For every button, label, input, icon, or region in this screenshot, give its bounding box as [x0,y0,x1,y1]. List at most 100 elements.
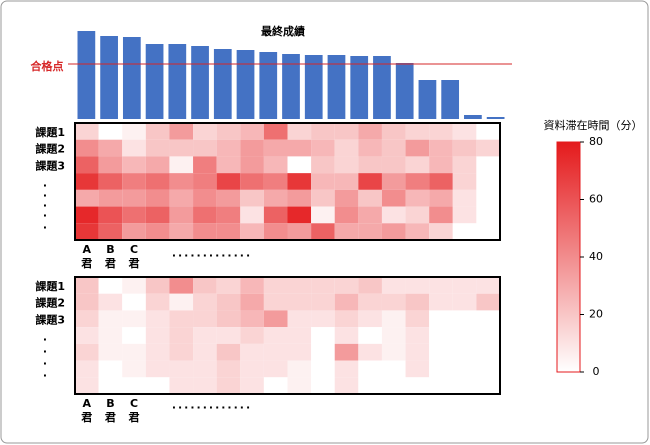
heatmap-cell [358,377,382,394]
heatmap-cell [98,277,123,294]
bar [145,44,164,119]
heatmap-cell [429,139,453,157]
colorbar-tick-label: 60 [589,193,603,206]
heatmap-cell [429,343,453,361]
heatmap-cell [98,343,123,361]
heatmap-cell [122,223,146,240]
heatmap-cell [216,377,241,394]
heatmap-cell [429,189,453,207]
svg-text:·: · [43,209,47,222]
heatmap-cell [381,327,406,344]
heatmap-cell [193,123,217,140]
heatmap-cell [263,310,288,328]
heatmap-cell [334,293,359,311]
heatmap-cell [358,206,382,224]
heatmap-cell [240,327,264,344]
bar [236,50,255,119]
heatmap-cell [122,173,146,190]
heatmap-cell [75,189,99,207]
heatmap-cell [145,360,170,378]
heatmap-cell [334,173,359,190]
heatmap-cell [169,310,194,328]
heatmap-cell [193,139,217,157]
heatmap-cell [452,223,477,240]
heatmap-cell [98,293,123,311]
heatmap-cell [452,173,477,190]
heatmap-cell [145,173,170,190]
heatmap-cell [216,360,241,378]
heatmap-cell [169,360,194,378]
heatmap-cell [263,343,288,361]
heatmap-cell [476,223,500,240]
reference-label: 合格点 [31,59,64,73]
heatmap-cell [381,156,406,174]
heatmap-cell [476,173,500,190]
heatmap-cell [287,327,312,344]
heatmap-cell [169,139,194,157]
heatmap-cell [452,139,477,157]
heatmap-cell [145,293,170,311]
heatmap-cell [334,327,359,344]
heatmap-cell [311,223,335,240]
bar [304,55,323,119]
heatmap-cell [75,277,99,294]
heatmap-cell [145,139,170,157]
colorbar-tick-label: 0 [593,365,600,378]
heatmap-cell [169,293,194,311]
heatmap-cell [263,277,288,294]
heatmap-cell [98,327,123,344]
row-label: 課題3 [35,158,65,172]
heatmap-cell [75,206,99,224]
heatmap-cell [287,223,312,240]
heatmap-cell [75,123,99,140]
heatmap-cell [334,139,359,157]
heatmap-cell [169,206,194,224]
heatmap-cell [145,327,170,344]
heatmap-cell [381,293,406,311]
svg-text:·: · [43,221,47,234]
heatmap-cell [287,173,312,190]
heatmap-cell [240,206,264,224]
heatmap-cell [263,223,288,240]
heatmap-cell [311,123,335,140]
heatmap-cell [122,156,146,174]
heatmap-cell [263,139,288,157]
heatmap-cell [334,360,359,378]
heatmap-cell [311,343,335,361]
heatmap-cell [311,377,335,394]
heatmap-cell [98,206,123,224]
heatmap-cell [476,156,500,174]
heatmap-cell [145,310,170,328]
bar [191,46,209,119]
row-label: 課題3 [35,312,65,326]
heatmap-cell [405,310,430,328]
heatmap-cell [145,377,170,394]
heatmap-cell [476,293,500,311]
row-label: 課題1 [35,125,65,139]
heatmap-cell [476,377,500,394]
heatmap-cell [240,293,264,311]
heatmap-cell [75,343,99,361]
heatmap-cell [311,327,335,344]
heatmap-cell [381,277,406,294]
heatmap-cell [429,156,453,174]
heatmap-cell [287,293,312,311]
heatmap-cell [311,189,335,207]
heatmap-cell [287,277,312,294]
heatmap-cell [429,223,453,240]
heatmap-cell [75,293,99,311]
heatmap-cell [263,293,288,311]
heatmap-cell [193,277,217,294]
heatmap-cell [452,310,477,328]
bar [441,80,460,119]
heatmap-cell [452,377,477,394]
heatmap-cell [216,293,241,311]
heatmap-cell [452,327,477,344]
heatmap-cell [287,377,312,394]
bar [395,63,414,119]
chart-title: 最終成績 [261,24,305,38]
heatmap-cell [358,139,382,157]
heatmap-cell [311,360,335,378]
